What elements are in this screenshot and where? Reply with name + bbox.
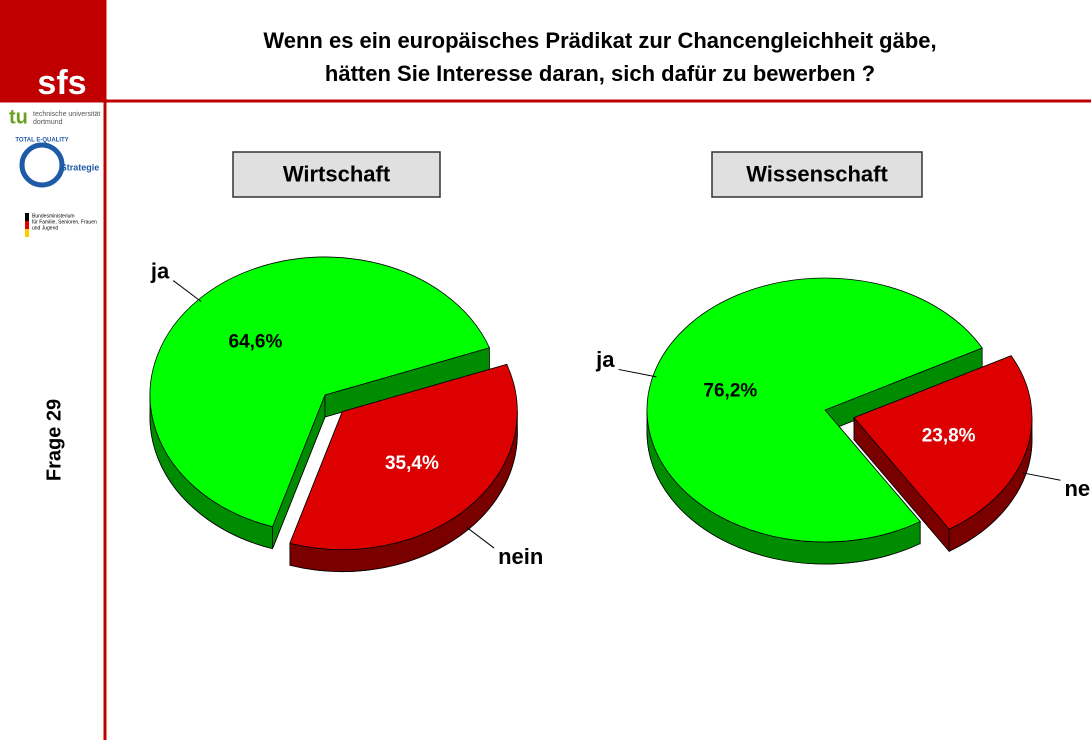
leader-line [618,368,657,378]
ministry: und Jugend [32,225,58,231]
leader-line [1022,472,1061,481]
category-label: nein [1064,476,1091,501]
ministry: für Familie, Senioren, Frauen [32,219,97,225]
slice [289,363,518,550]
title-line: Wenn es ein europäisches Prädikat zur Ch… [263,28,936,53]
question: Frage 29 [43,399,65,481]
leader-line [172,280,202,302]
leader-line [465,526,495,549]
tu-mark: tu [9,106,28,128]
title-line: hätten Sie Interesse daran, sich dafür z… [325,61,875,86]
category-label: ja [595,347,615,372]
university: dortmund [33,119,63,126]
quality-logo [19,142,65,188]
quality-label: TOTAL E-QUALITY [15,138,68,144]
flag-bar [25,213,29,221]
value-label: 35,4% [385,453,439,474]
chart-title-box [232,151,441,198]
category-label: nein [498,544,543,569]
value-label: 76,2% [703,380,757,401]
chart-title-box [711,151,923,198]
value-label: 64,6% [229,332,283,353]
slice [853,355,1033,530]
university: technische universität [33,111,100,118]
ministry: Bundesministerium [32,213,75,219]
logo-text: sfs [37,64,86,102]
chart-title: Wirtschaft [283,161,391,186]
value-label: 23,8% [922,425,976,446]
flag-bar [25,221,29,229]
category-label: ja [150,258,170,283]
flag-bar [25,229,29,237]
chart-title: Wissenschaft [746,161,888,186]
logo-block [0,0,105,100]
quality-label: Strategie [61,162,100,172]
